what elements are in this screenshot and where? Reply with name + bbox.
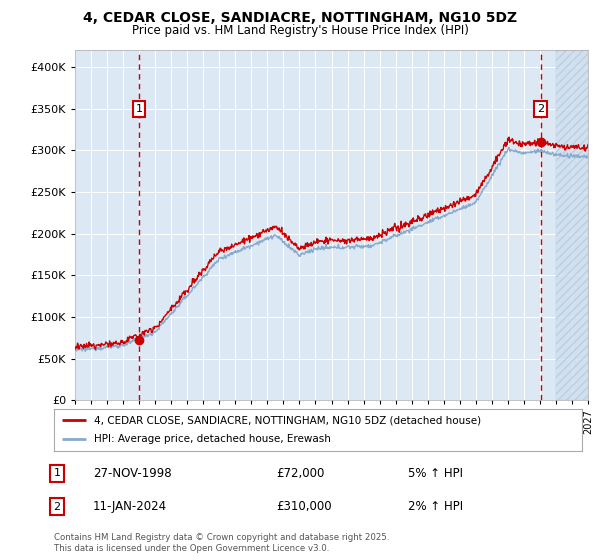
Text: 4, CEDAR CLOSE, SANDIACRE, NOTTINGHAM, NG10 5DZ (detached house): 4, CEDAR CLOSE, SANDIACRE, NOTTINGHAM, N… — [94, 415, 481, 425]
Bar — [556, 50, 588, 400]
Bar — [556, 50, 588, 400]
Text: 27-NOV-1998: 27-NOV-1998 — [93, 466, 172, 480]
Text: Price paid vs. HM Land Registry's House Price Index (HPI): Price paid vs. HM Land Registry's House … — [131, 24, 469, 36]
Text: £310,000: £310,000 — [276, 500, 332, 514]
Text: 2% ↑ HPI: 2% ↑ HPI — [408, 500, 463, 514]
Text: 4, CEDAR CLOSE, SANDIACRE, NOTTINGHAM, NG10 5DZ: 4, CEDAR CLOSE, SANDIACRE, NOTTINGHAM, N… — [83, 11, 517, 25]
Text: 11-JAN-2024: 11-JAN-2024 — [93, 500, 167, 514]
Text: 1: 1 — [53, 468, 61, 478]
Text: 2: 2 — [53, 502, 61, 512]
Text: £72,000: £72,000 — [276, 466, 325, 480]
Text: HPI: Average price, detached house, Erewash: HPI: Average price, detached house, Erew… — [94, 435, 331, 445]
Text: Contains HM Land Registry data © Crown copyright and database right 2025.
This d: Contains HM Land Registry data © Crown c… — [54, 533, 389, 553]
Text: 1: 1 — [136, 104, 143, 114]
Text: 5% ↑ HPI: 5% ↑ HPI — [408, 466, 463, 480]
Text: 2: 2 — [537, 104, 544, 114]
